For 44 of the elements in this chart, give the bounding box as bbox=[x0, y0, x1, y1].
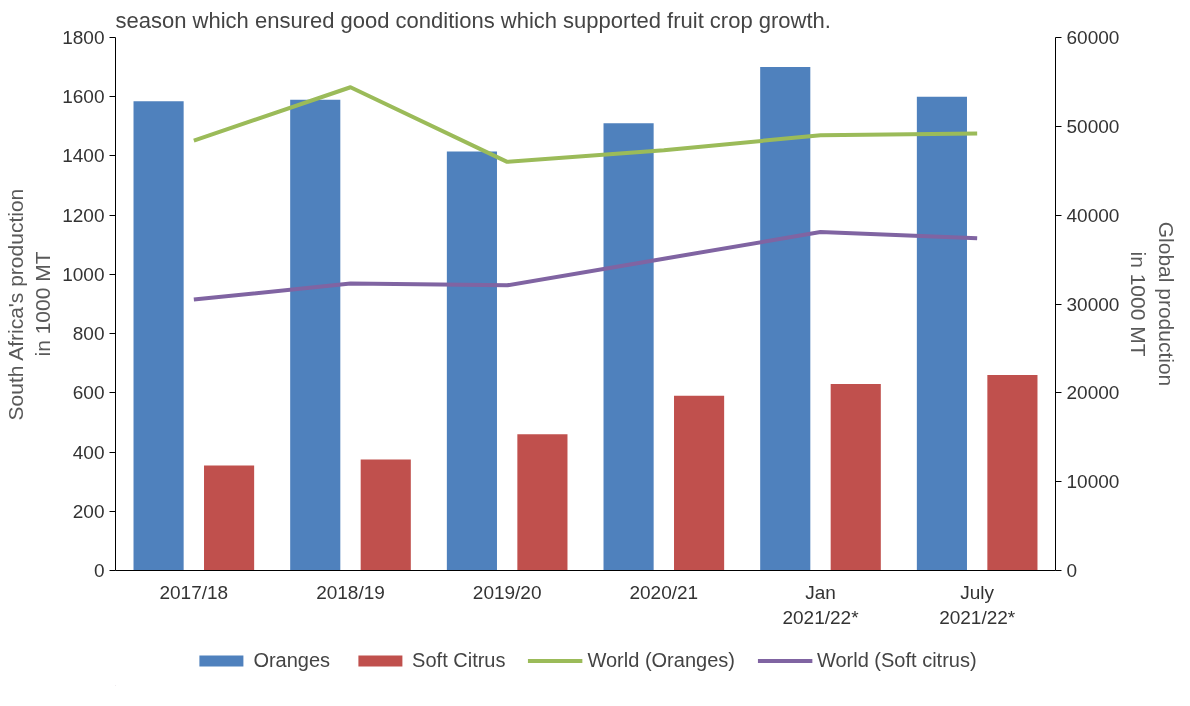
x-tick-label: 2017/18 bbox=[159, 581, 229, 603]
bar bbox=[674, 395, 725, 571]
legend-label: Oranges bbox=[253, 648, 331, 672]
bar bbox=[290, 99, 341, 571]
line-series bbox=[191, 230, 980, 302]
y2-tick-label: 10000 bbox=[1066, 471, 1120, 493]
line-series bbox=[191, 85, 980, 164]
y2-axis-title: Global production in 1000 MT bbox=[1127, 221, 1178, 387]
bar bbox=[133, 101, 184, 571]
x-tick-label: Jan 2021/22* bbox=[782, 581, 860, 628]
y-tick-label: 0 bbox=[93, 560, 105, 581]
bar bbox=[204, 465, 255, 571]
y-tick-label: 1400 bbox=[62, 145, 105, 167]
bar bbox=[987, 375, 1038, 571]
bar bbox=[360, 459, 411, 571]
bar bbox=[916, 96, 967, 571]
legend-label: World (Oranges) bbox=[587, 648, 735, 672]
y-tick-label: 1200 bbox=[62, 204, 105, 226]
legend-label: World (Soft citrus) bbox=[816, 648, 977, 672]
bar bbox=[446, 151, 497, 571]
y-tick-label: 800 bbox=[72, 323, 105, 345]
bar bbox=[760, 67, 811, 571]
y2-tick-label: 40000 bbox=[1066, 204, 1120, 226]
bar bbox=[830, 383, 881, 571]
y-tick-label: 1600 bbox=[62, 86, 105, 108]
y-tick-label: 1800 bbox=[62, 27, 105, 48]
y-tick-label: 400 bbox=[72, 441, 105, 463]
x-tick-label: 2018/19 bbox=[316, 581, 385, 603]
y2-tick-label: 50000 bbox=[1066, 115, 1120, 137]
y-tick-label: 200 bbox=[72, 500, 105, 522]
y-tick-label: 1000 bbox=[62, 263, 105, 285]
legend-label: Soft Citrus bbox=[412, 648, 506, 672]
x-tick-label: 2019/20 bbox=[472, 581, 542, 603]
bar bbox=[517, 434, 568, 571]
y-tick-label: 600 bbox=[72, 382, 105, 404]
bar bbox=[603, 123, 654, 571]
y2-tick-label: 20000 bbox=[1066, 382, 1120, 404]
y2-tick-label: 0 bbox=[1066, 560, 1078, 581]
text: season which ensured good conditions which supported fruit crop growth. bbox=[115, 7, 831, 33]
y2-tick-label: 60000 bbox=[1066, 27, 1120, 48]
y-axis-title: South Africa's production in 1000 MT bbox=[3, 188, 55, 421]
y2-tick-label: 30000 bbox=[1066, 293, 1120, 315]
x-tick-label: 2020/21 bbox=[629, 581, 699, 603]
x-tick-label: July 2021/22* bbox=[939, 581, 1016, 628]
